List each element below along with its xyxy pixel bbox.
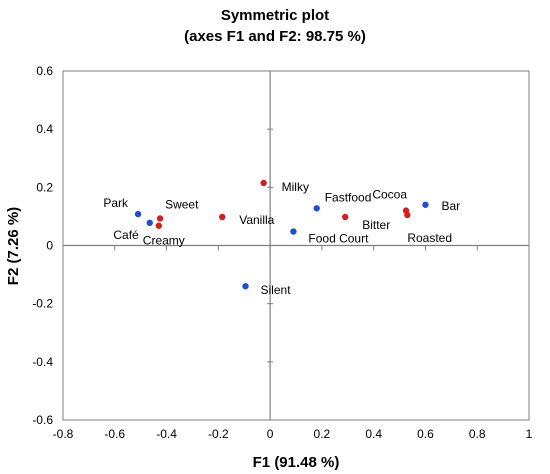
point-label-fastfood: Fastfood [325, 190, 372, 204]
point-label-cafe: Café [113, 228, 139, 242]
x-axis-title: F1 (91.48 %) [253, 454, 340, 471]
x-tick-label: 0.8 [469, 427, 486, 441]
point-sweet [156, 215, 164, 222]
x-tick-label: 0.4 [365, 427, 382, 441]
point-silent [242, 283, 249, 290]
x-tick-label: 0 [267, 427, 274, 441]
x-tick-label: -0.8 [53, 427, 74, 441]
plot-area: -0.8 -0.6 -0.4 -0.2 0 0.2 0.4 0.6 0.8 1-0.6-0.4-0… [32, 64, 532, 441]
x-tick-label: -0.6 [104, 427, 125, 441]
x-tick-label: 0.2 [314, 427, 331, 441]
x-tick-label: -0.2 [208, 427, 229, 441]
x-tick-label: 1 [526, 427, 533, 441]
y-tick-label: 0.6 [36, 64, 53, 78]
point-label-silent: Silent [261, 283, 292, 297]
y-tick-label: -0.4 [32, 355, 53, 369]
y-tick-label: 0.4 [36, 122, 53, 136]
point-bitter [341, 213, 349, 221]
point-label-milky: Milky [282, 180, 309, 194]
point-creamy [155, 222, 162, 229]
x-tick-label: 0.6 [417, 427, 434, 441]
point-label-food-court: Food Court [308, 232, 369, 246]
y-tick-label: 0.2 [36, 180, 53, 194]
y-tick-label: -0.6 [32, 413, 53, 427]
y-tick-label: -0.2 [32, 297, 53, 311]
point-label-park: Park [103, 196, 129, 210]
point-label-roasted: Roasted [407, 231, 452, 245]
point-park [134, 210, 142, 218]
point-label-bar: Bar [441, 199, 460, 213]
point-label-bitter: Bitter [362, 218, 390, 232]
chart-title: Symmetric plot [221, 7, 329, 24]
point-label-vanilla: Vanilla [239, 213, 274, 227]
point-bar [422, 201, 429, 208]
y-axis-title: F2 (7.26 %) [5, 207, 22, 285]
point-label-cocoa: Cocoa [372, 188, 407, 202]
point-label-sweet: Sweet [165, 197, 199, 211]
point-vanilla [219, 213, 226, 221]
point-label-creamy: Creamy [143, 234, 185, 248]
y-tick-label: 0 [46, 239, 53, 253]
point-fastfood [313, 205, 320, 212]
chart-subtitle: (axes F1 and F2: 98.75 %) [184, 28, 366, 45]
point-food-court [290, 228, 297, 235]
point-cafe [146, 219, 153, 227]
x-tick-label: -0.4 [156, 427, 177, 441]
point-milky [260, 179, 267, 187]
point-roasted [404, 211, 411, 219]
